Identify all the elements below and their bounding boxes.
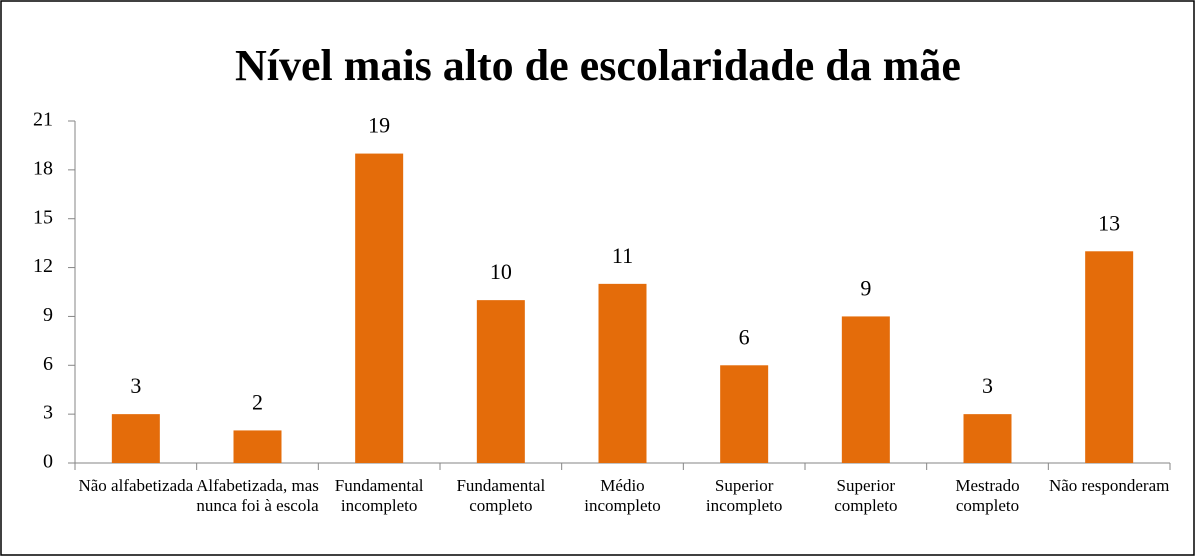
bar [1085,251,1134,463]
bar [720,365,769,463]
y-tick-label: 6 [43,353,53,375]
data-label: 10 [490,259,512,284]
x-tick-label: Fundamental incompleto [334,476,424,515]
data-label: 3 [130,373,141,398]
x-tick-label: Mestrado completo [955,476,1020,515]
x-tick-label: Superior completo [834,476,898,515]
y-tick-label: 21 [33,109,53,131]
bar [841,316,890,463]
x-tick-label: Fundamental completo [456,476,546,515]
data-label: 6 [739,324,750,349]
bar [233,430,282,463]
bar [355,153,404,464]
bar [598,283,647,463]
y-tick-label: 15 [33,206,53,228]
data-label: 11 [612,243,633,268]
x-tick-label: Médio incompleto [584,476,661,515]
y-tick-label: 3 [43,402,53,424]
bar [111,414,160,463]
y-tick-label: 12 [33,255,53,277]
y-tick-label: 9 [43,304,53,326]
bar [476,300,525,463]
x-tick-label: Alfabetizada, mas nunca foi à escola [196,476,319,515]
chart-title: Nível mais alto de escolaridade da mãe [235,41,961,90]
data-label: 19 [368,113,390,138]
data-label: 9 [860,275,871,300]
data-label: 13 [1098,210,1120,235]
x-tick-label: Superior incompleto [705,476,783,515]
x-tick-label: Não responderam [1048,476,1170,495]
y-tick-label: 18 [33,157,53,179]
y-tick-label: 0 [43,451,53,473]
bar [963,414,1012,463]
data-label: 3 [982,373,993,398]
x-tick-label: Não alfabetizada [78,476,194,495]
data-label: 2 [252,389,263,414]
